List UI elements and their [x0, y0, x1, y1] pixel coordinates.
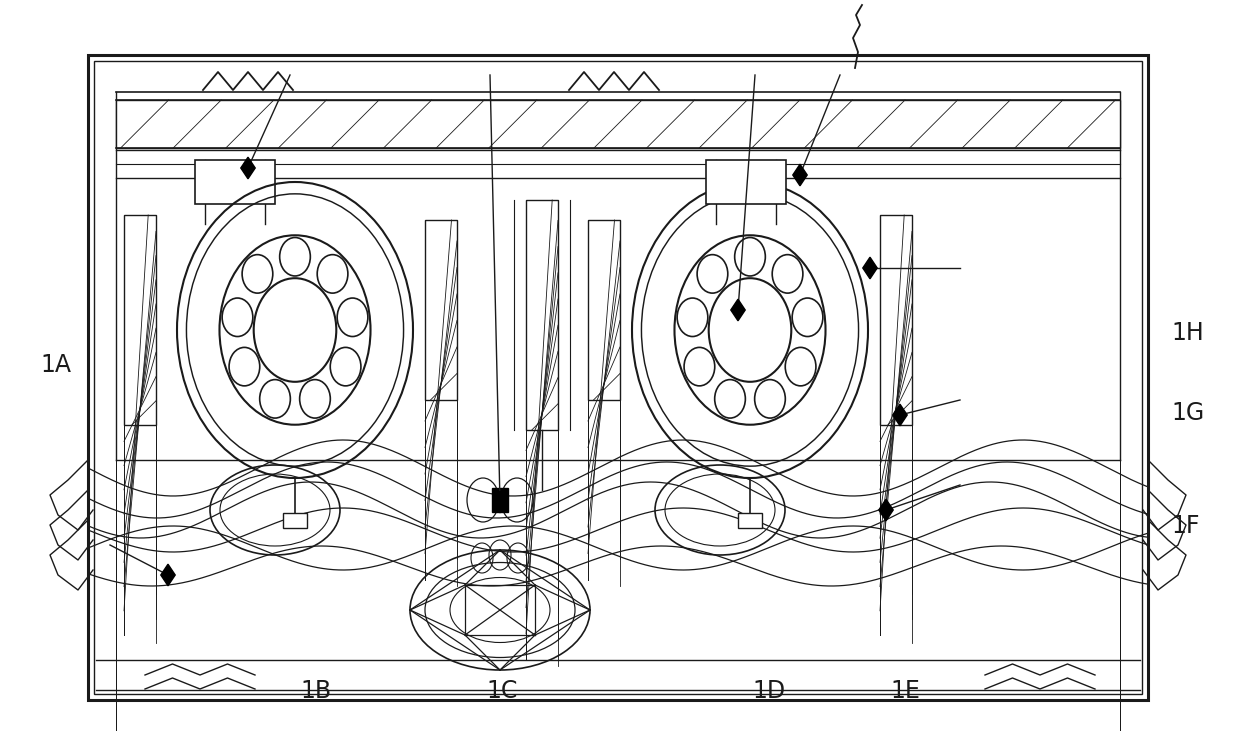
Text: 1A: 1A [40, 354, 71, 377]
Polygon shape [241, 157, 255, 179]
Polygon shape [792, 164, 807, 186]
Bar [738, 513, 763, 528]
Bar [526, 200, 558, 430]
Polygon shape [730, 299, 745, 321]
Bar [880, 215, 911, 425]
Polygon shape [492, 491, 507, 513]
Text: 1E: 1E [890, 679, 920, 702]
Bar [117, 100, 1120, 148]
Bar [588, 220, 620, 400]
Text: 1C: 1C [486, 679, 518, 702]
Text: 1G: 1G [1172, 401, 1205, 425]
Bar [88, 55, 1148, 700]
Text: 1H: 1H [1172, 321, 1204, 344]
Text: 1F: 1F [1172, 515, 1200, 538]
Text: 1D: 1D [753, 679, 785, 702]
Bar [425, 220, 458, 400]
Text: 1B: 1B [300, 679, 332, 702]
Bar [124, 215, 156, 425]
Polygon shape [879, 499, 893, 520]
Bar [195, 160, 275, 204]
Bar [283, 513, 308, 528]
Polygon shape [893, 404, 908, 425]
Bar [706, 160, 786, 204]
Bar [492, 488, 508, 512]
Polygon shape [863, 257, 877, 279]
Polygon shape [161, 564, 175, 586]
Bar [94, 61, 1142, 694]
